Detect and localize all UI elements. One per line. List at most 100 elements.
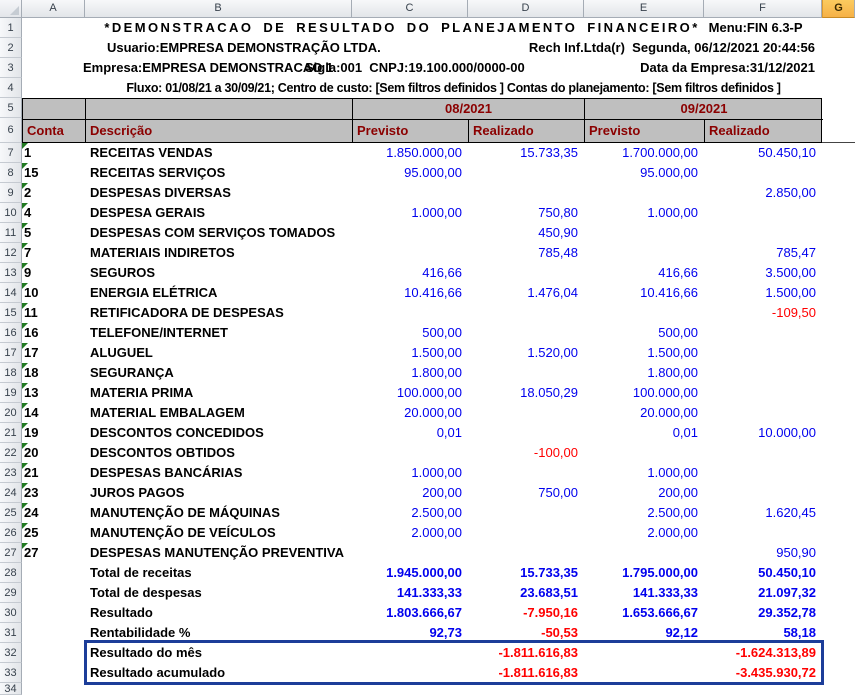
software-datetime-cell[interactable]: Rech Inf.Ltda(r) Segunda, 06/12/2021 20:… [528,40,815,55]
realizado-09-cell[interactable] [704,203,822,223]
row-header-9[interactable]: 9 [0,183,22,203]
conta-cell[interactable]: 1 [22,143,85,163]
row-header-11[interactable]: 11 [0,223,22,243]
previsto-08-cell[interactable] [352,303,468,323]
previsto-09-cell[interactable]: 92,12 [665,625,698,640]
descricao-cell[interactable]: RECEITAS VENDAS [90,145,213,160]
previsto-09-cell[interactable]: 0,01 [672,425,698,440]
previsto-08-cell[interactable]: 141.333,33 [396,585,462,600]
realizado-08-cell[interactable] [468,423,584,443]
previsto-08-cell[interactable] [352,243,468,263]
descricao-cell[interactable]: ALUGUEL [90,345,153,360]
previsto-09-cell[interactable]: 1.800,00 [647,365,698,380]
previsto-08-cell[interactable] [352,183,468,203]
realizado-09-cell[interactable] [704,523,822,543]
conta-cell[interactable]: 18 [22,363,85,383]
realizado-09-cell[interactable]: 21.097,32 [758,585,816,600]
previsto-09-cell[interactable] [584,303,704,323]
previsto-08-cell[interactable] [352,663,468,683]
row-header-22[interactable]: 22 [0,443,22,463]
header-previsto-09[interactable]: Previsto [585,120,705,143]
realizado-09-cell[interactable]: 10.000,00 [758,425,816,440]
row-header-1[interactable]: 1 [0,18,22,38]
descricao-cell[interactable]: SEGUROS [90,265,156,280]
realizado-08-cell[interactable] [468,323,584,343]
descricao-cell[interactable]: Resultado do mês [90,645,202,660]
previsto-09-cell[interactable] [584,243,704,263]
header-blank-b5[interactable] [86,99,353,120]
previsto-08-cell[interactable]: 2.500,00 [411,505,462,520]
descricao-cell[interactable]: DESCONTOS CONCEDIDOS [90,425,264,440]
row-header-2[interactable]: 2 [0,38,22,58]
column-header-G[interactable]: G [822,0,855,18]
realizado-08-cell[interactable]: -7.950,16 [523,605,578,620]
descricao-cell[interactable]: MATERIA PRIMA [90,385,194,400]
month-header-09-2021[interactable]: 09/2021 [585,99,823,120]
realizado-09-cell[interactable]: -109,50 [771,305,816,320]
previsto-08-cell[interactable]: 1.500,00 [411,345,462,360]
previsto-08-cell[interactable]: 100.000,00 [396,385,462,400]
data-empresa-cell[interactable]: Data da Empresa:31/12/2021 [640,60,815,75]
realizado-08-cell[interactable]: 1.476,04 [527,285,578,300]
conta-cell[interactable]: 11 [22,303,85,323]
previsto-09-cell[interactable] [584,223,704,243]
previsto-09-cell[interactable]: 1.500,00 [647,345,698,360]
conta-cell[interactable]: 27 [22,543,85,563]
previsto-08-cell[interactable]: 1.945.000,00 [386,565,462,580]
conta-cell[interactable]: 2 [22,183,85,203]
conta-cell[interactable]: 13 [22,383,85,403]
previsto-09-cell[interactable] [584,643,704,663]
row-header-3[interactable]: 3 [0,58,22,78]
realizado-09-cell[interactable]: 785,47 [776,245,816,260]
realizado-08-cell[interactable] [468,163,584,183]
previsto-08-cell[interactable]: 416,66 [422,265,462,280]
previsto-09-cell[interactable]: 95.000,00 [640,165,698,180]
conta-cell[interactable]: 25 [22,523,85,543]
previsto-08-cell[interactable]: 1.850.000,00 [386,145,462,160]
row-header-4[interactable]: 4 [0,78,22,98]
row-header-33[interactable]: 33 [0,663,22,683]
previsto-08-cell[interactable] [352,223,468,243]
conta-cell[interactable]: 9 [22,263,85,283]
select-all-corner[interactable] [0,0,22,18]
row-header-17[interactable]: 17 [0,343,22,363]
row-header-5[interactable]: 5 [0,98,22,118]
previsto-09-cell[interactable]: 20.000,00 [640,405,698,420]
descricao-cell[interactable]: RETIFICADORA DE DESPESAS [90,305,284,320]
row-header-18[interactable]: 18 [0,363,22,383]
previsto-09-cell[interactable] [584,183,704,203]
realizado-08-cell[interactable]: -100,00 [533,445,578,460]
fluxo-filtros-cell[interactable]: Fluxo: 01/08/21 a 30/09/21; Centro de cu… [126,81,781,95]
header-realizado-08[interactable]: Realizado [469,120,585,143]
realizado-09-cell[interactable] [704,323,822,343]
previsto-08-cell[interactable]: 500,00 [422,325,462,340]
previsto-09-cell[interactable]: 10.416,66 [640,285,698,300]
descricao-cell[interactable]: RECEITAS SERVIÇOS [90,165,226,180]
conta-cell[interactable]: 23 [22,483,85,503]
descricao-cell[interactable]: SEGURANÇA [90,365,174,380]
row-header-16[interactable]: 16 [0,323,22,343]
usuario-cell[interactable]: Usuario:EMPRESA DEMONSTRAÇÃO LTDA. [107,40,381,55]
realizado-08-cell[interactable]: 23.683,51 [520,585,578,600]
realizado-08-cell[interactable] [468,503,584,523]
row-header-29[interactable]: 29 [0,583,22,603]
previsto-08-cell[interactable] [352,543,468,563]
previsto-08-cell[interactable]: 1.803.666,67 [386,605,462,620]
column-header-B[interactable]: B [85,0,352,18]
header-blank-a5[interactable] [23,99,86,120]
realizado-08-cell[interactable]: -50,53 [541,625,578,640]
realizado-09-cell[interactable]: 58,18 [783,625,816,640]
row-header-24[interactable]: 24 [0,483,22,503]
realizado-09-cell[interactable]: 50.450,10 [758,145,816,160]
previsto-09-cell[interactable]: 1.700.000,00 [622,145,698,160]
previsto-09-cell[interactable]: 2.500,00 [647,505,698,520]
row-header-28[interactable]: 28 [0,563,22,583]
previsto-09-cell[interactable] [584,543,704,563]
previsto-09-cell[interactable] [584,663,704,683]
descricao-cell[interactable]: MANUTENÇÃO DE VEÍCULOS [90,525,276,540]
previsto-09-cell[interactable]: 500,00 [658,325,698,340]
previsto-09-cell[interactable]: 100.000,00 [632,385,698,400]
row-header-10[interactable]: 10 [0,203,22,223]
descricao-cell[interactable]: TELEFONE/INTERNET [90,325,228,340]
conta-cell[interactable]: 7 [22,243,85,263]
